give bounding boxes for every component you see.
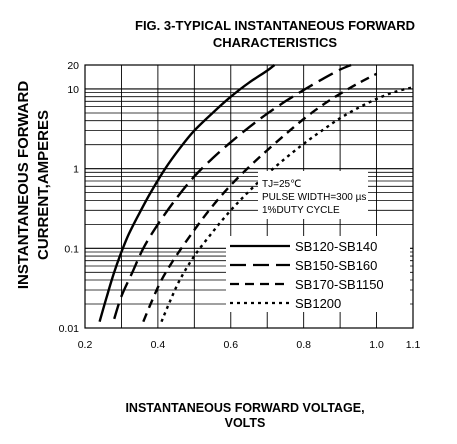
x-tick-label: 1.0 — [369, 339, 384, 351]
legend-label-2: SB170-SB1150 — [295, 277, 384, 292]
y-tick-label: 10 — [67, 84, 79, 96]
annotation-junction-temp: TJ=25℃ — [262, 179, 301, 190]
x-tick-label: 1.1 — [406, 339, 421, 351]
series-lines — [98, 63, 414, 323]
x-tick-label: 0.6 — [223, 339, 238, 351]
y-axis-label-line1: INSTANTANEOUS FORWARD — [15, 81, 32, 289]
x-axis-label-line1: INSTANTANEOUS FORWARD VOLTAGE, — [125, 401, 364, 415]
axis-ticks: 0.2 0.4 0.6 0.8 1.0 1.1 0.01 0.1 1 10 20 — [59, 60, 421, 351]
y-tick-label: 20 — [67, 60, 79, 72]
annotation-pulse-width: PULSE WIDTH=300 µs — [262, 192, 366, 203]
legend: SB120-SB140 SB150-SB160 SB170-SB1150 SB1200 — [230, 239, 384, 311]
annotation-duty-cycle: 1%DUTY CYCLE — [262, 205, 340, 216]
y-tick-label: 0.1 — [64, 243, 79, 255]
x-axis-label-line2: VOLTS — [225, 416, 266, 430]
chart-title: FIG. 3-TYPICAL INSTANTANEOUS FORWARD — [135, 18, 415, 33]
annotation-background — [258, 171, 368, 219]
y-tick-label: 0.01 — [59, 323, 80, 335]
y-axis-label-line2: CURRENT,AMPERES — [35, 110, 52, 260]
series-line-2 — [142, 72, 378, 323]
y-tick-label: 1 — [73, 164, 79, 176]
x-tick-label: 0.4 — [151, 339, 166, 351]
legend-label-3: SB1200 — [295, 296, 341, 311]
chart-subtitle: CHARACTERISTICS — [213, 35, 338, 50]
legend-background — [226, 236, 410, 312]
legend-label-1: SB150-SB160 — [295, 258, 377, 273]
legend-label-0: SB120-SB140 — [295, 239, 377, 254]
x-tick-label: 0.2 — [78, 339, 93, 351]
x-tick-label: 0.8 — [296, 339, 311, 351]
plot-frame — [84, 64, 414, 329]
series-line-0 — [98, 64, 276, 323]
